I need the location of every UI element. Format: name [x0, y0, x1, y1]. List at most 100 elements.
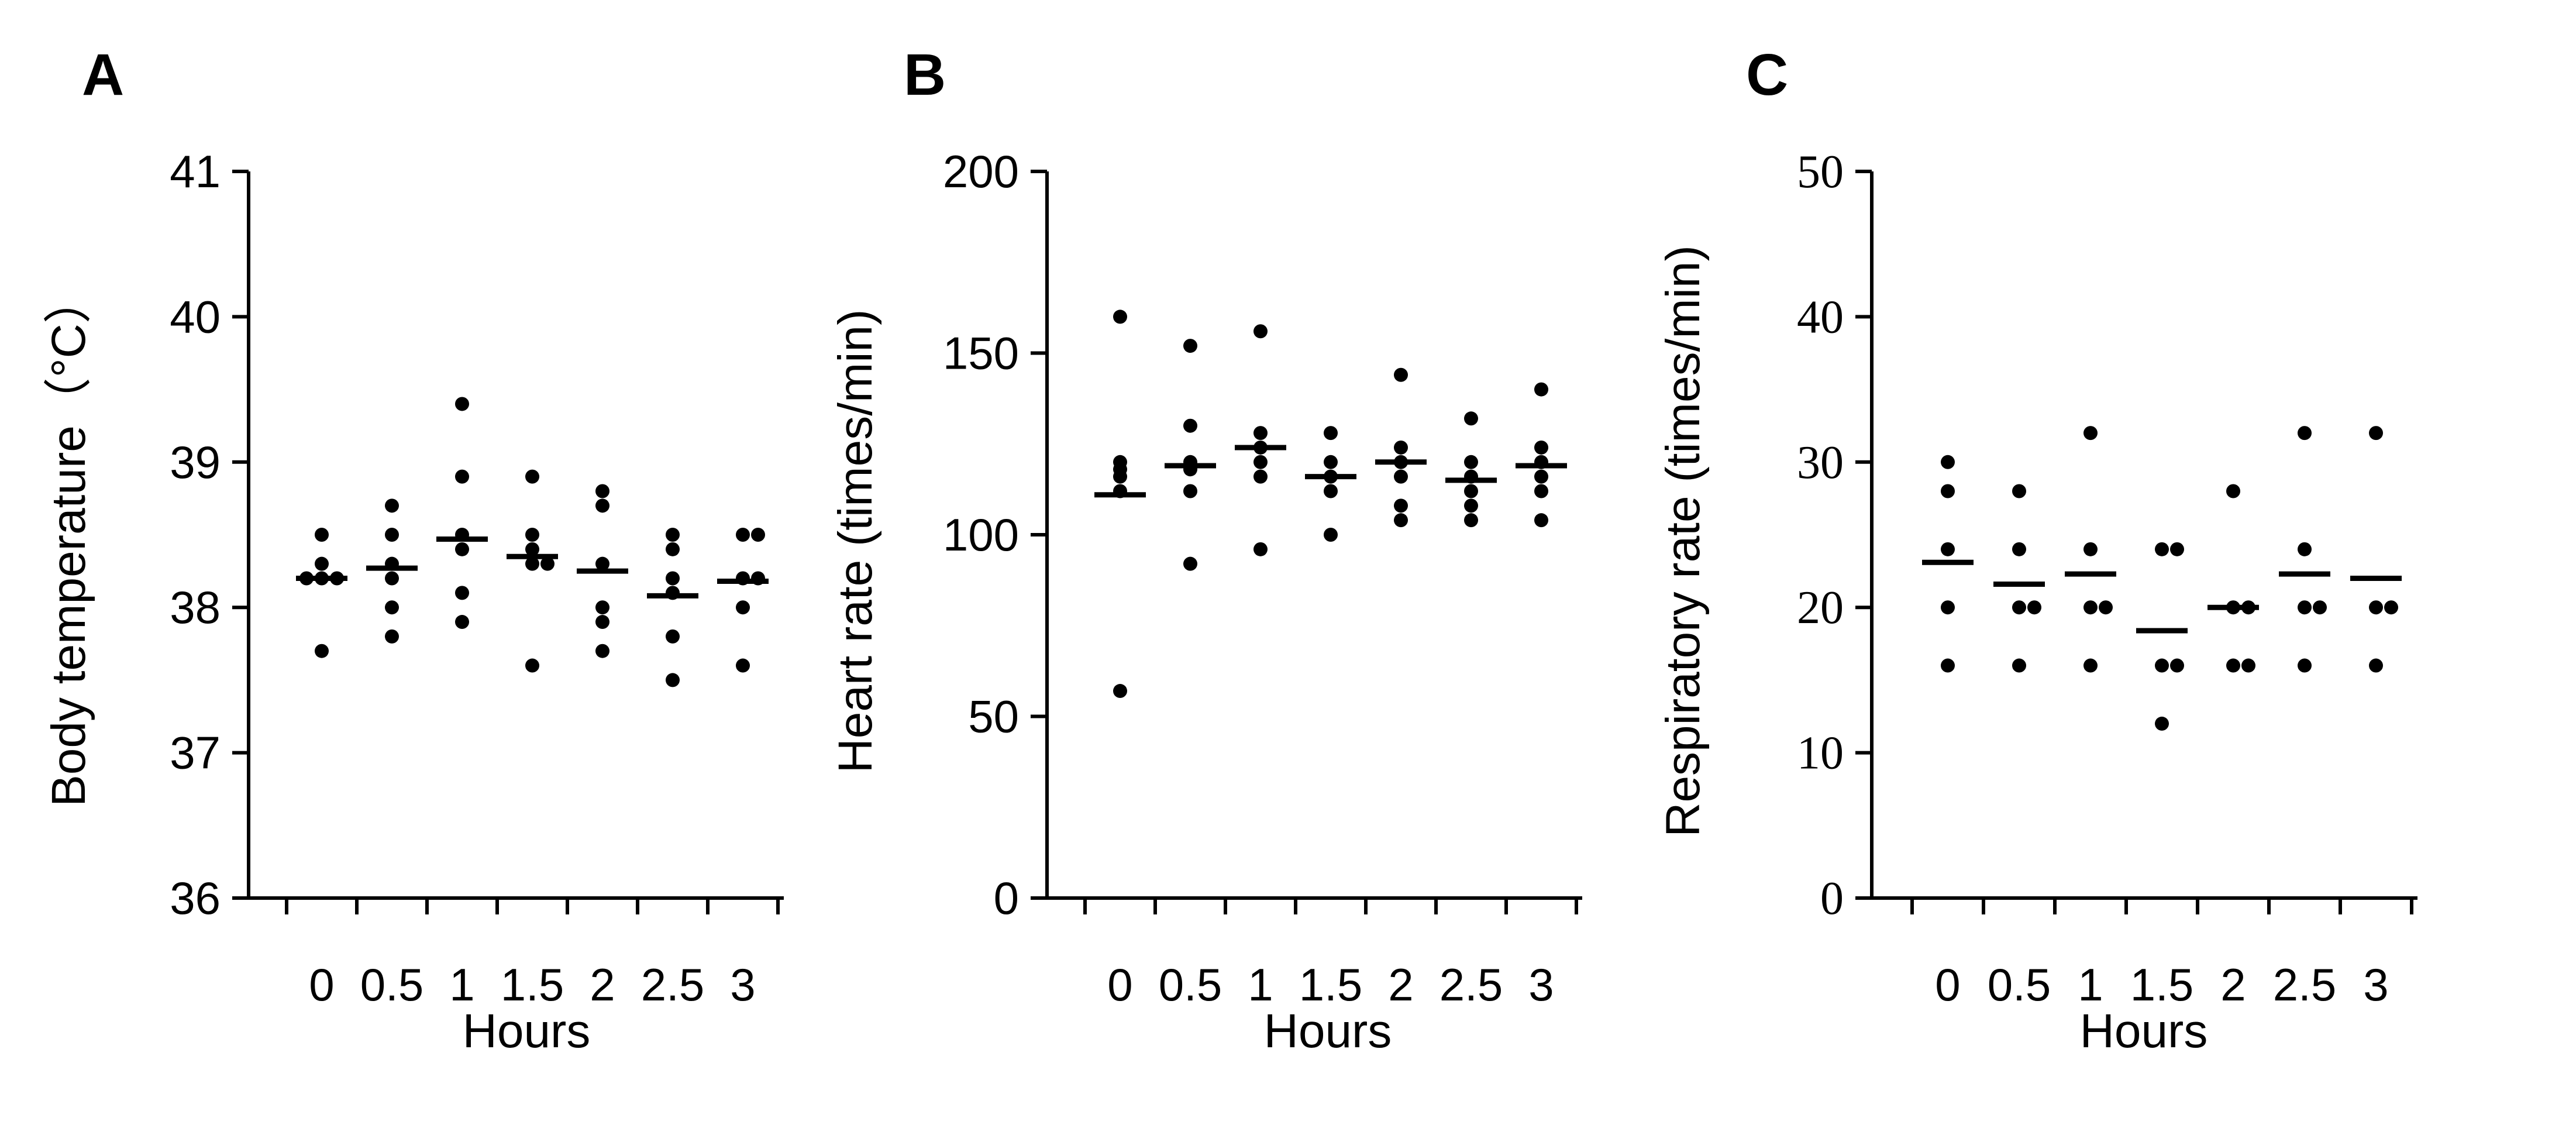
axes-b: 0 50 100 150 200 0 0.5 1 1.5 2 2.5 3 — [943, 146, 1582, 1010]
data-point-a — [455, 542, 469, 556]
y-tick-label-c: 40 — [1797, 291, 1844, 343]
data-point-a — [595, 644, 609, 658]
data-point-c — [2313, 600, 2327, 615]
data-point-b — [1464, 498, 1478, 513]
data-point-a — [525, 528, 539, 542]
data-point-c — [2012, 658, 2026, 673]
data-point-a — [525, 469, 539, 484]
data-point-b — [1464, 484, 1478, 498]
data-point-c — [2170, 658, 2184, 673]
x-axis-title-a: Hours — [463, 1005, 591, 1058]
y-tick-label-a: 40 — [170, 291, 221, 342]
data-point-b — [1464, 513, 1478, 528]
data-point-b — [1394, 469, 1408, 484]
data-point-b — [1324, 528, 1338, 542]
data-point-a — [666, 629, 680, 644]
data-point-c — [2012, 600, 2026, 615]
data-point-c — [2083, 542, 2098, 556]
data-point-b — [1324, 426, 1338, 441]
data-point-c — [2155, 542, 2169, 556]
y-tick-label-c: 50 — [1797, 146, 1844, 198]
data-point-b — [1534, 469, 1548, 484]
x-tick-label-c: 1 — [2078, 959, 2103, 1010]
y-tick-label-c: 0 — [1820, 873, 1844, 924]
data-point-c — [2241, 658, 2255, 673]
y-tick-label-b: 150 — [943, 328, 1019, 379]
data-point-c — [2155, 716, 2169, 731]
x-tick-label-b: 2.5 — [1439, 959, 1503, 1010]
panel-a: A Body temperature（°C） Hours 36 37 38 39 40 4… — [42, 42, 784, 1058]
y-tick-label-a: 39 — [170, 436, 221, 488]
data-point-a — [385, 629, 399, 644]
data-point-c — [2226, 658, 2240, 673]
data-point-c — [2226, 484, 2240, 498]
data-point-b — [1394, 498, 1408, 513]
data-point-a — [455, 615, 469, 630]
data-point-b — [1253, 542, 1268, 556]
data-point-c — [2369, 600, 2383, 615]
data-point-a — [525, 658, 539, 673]
x-tick-label-a: 2 — [590, 959, 615, 1010]
x-tick-label-a: 2.5 — [641, 959, 704, 1010]
data-point-b — [1183, 484, 1197, 498]
data-point-a — [595, 484, 609, 498]
x-tick-label-b: 3 — [1528, 959, 1554, 1010]
data-point-c — [2384, 600, 2398, 615]
panel-c: C Respiratory rate (times/min) Hours 010… — [1657, 42, 2417, 1058]
data-point-c — [2083, 658, 2098, 673]
x-tick-label-c: 0 — [1935, 959, 1960, 1010]
y-axis-title-c: Respiratory rate (times/min) — [1657, 245, 1710, 837]
data-point-a — [666, 571, 680, 586]
panel-letter-b: B — [904, 42, 946, 108]
data-point-c — [2298, 600, 2312, 615]
data-point-a — [736, 528, 750, 542]
data-point-a — [666, 673, 680, 687]
data-point-b — [1253, 455, 1268, 469]
marks-b — [1094, 309, 1567, 699]
data-point-a — [666, 542, 680, 556]
panel-letter-a: A — [82, 42, 124, 108]
data-point-a — [525, 542, 539, 556]
data-point-a — [540, 556, 555, 571]
y-tick-label-b: 0 — [994, 872, 1019, 924]
axes-a: 36 37 38 39 40 41 0 0.5 1 1.5 2 2.5 3 — [170, 146, 784, 1010]
data-point-c — [2298, 542, 2312, 556]
x-tick-label-a: 1 — [449, 959, 474, 1010]
x-tick-label-c: 2 — [2220, 959, 2246, 1010]
data-point-c — [2099, 600, 2113, 615]
x-tick-label-c: 2.5 — [2273, 959, 2336, 1010]
x-tick-label-b: 1.5 — [1299, 959, 1362, 1010]
x-tick-label-a: 3 — [730, 959, 755, 1010]
x-tick-label-b: 0.5 — [1159, 959, 1222, 1010]
data-point-b — [1394, 513, 1408, 528]
y-axis-title-a: Body temperature（°C） — [42, 276, 95, 807]
data-point-b — [1253, 426, 1268, 441]
data-point-c — [1941, 658, 1955, 673]
y-axis-title-b: Heart rate (times/min) — [829, 309, 882, 773]
data-point-c — [2298, 658, 2312, 673]
y-tick-label-b: 50 — [968, 691, 1019, 742]
y-tick-label-a: 36 — [170, 872, 221, 924]
axes-c: 0 10 20 30 40 50 0 0.5 1 1.5 2 2.5 3 — [1797, 146, 2417, 1010]
y-tick-label-c: 10 — [1797, 728, 1844, 779]
data-point-a — [385, 571, 399, 586]
data-point-c — [2369, 658, 2383, 673]
data-point-c — [2298, 426, 2312, 441]
data-point-a — [595, 600, 609, 615]
data-point-b — [1534, 484, 1548, 498]
data-point-c — [2155, 658, 2169, 673]
data-point-c — [2027, 600, 2041, 615]
x-axis-title-c: Hours — [2080, 1005, 2208, 1058]
data-point-a — [595, 615, 609, 630]
data-point-c — [1941, 542, 1955, 556]
data-point-b — [1394, 367, 1408, 382]
data-point-b — [1464, 411, 1478, 426]
data-point-b — [1534, 513, 1548, 528]
x-tick-label-b: 0 — [1107, 959, 1132, 1010]
data-point-b — [1394, 440, 1408, 455]
data-point-c — [2012, 484, 2026, 498]
data-point-c — [2369, 426, 2383, 441]
x-tick-label-b: 2 — [1388, 959, 1413, 1010]
data-point-c — [2170, 542, 2184, 556]
data-point-a — [455, 469, 469, 484]
